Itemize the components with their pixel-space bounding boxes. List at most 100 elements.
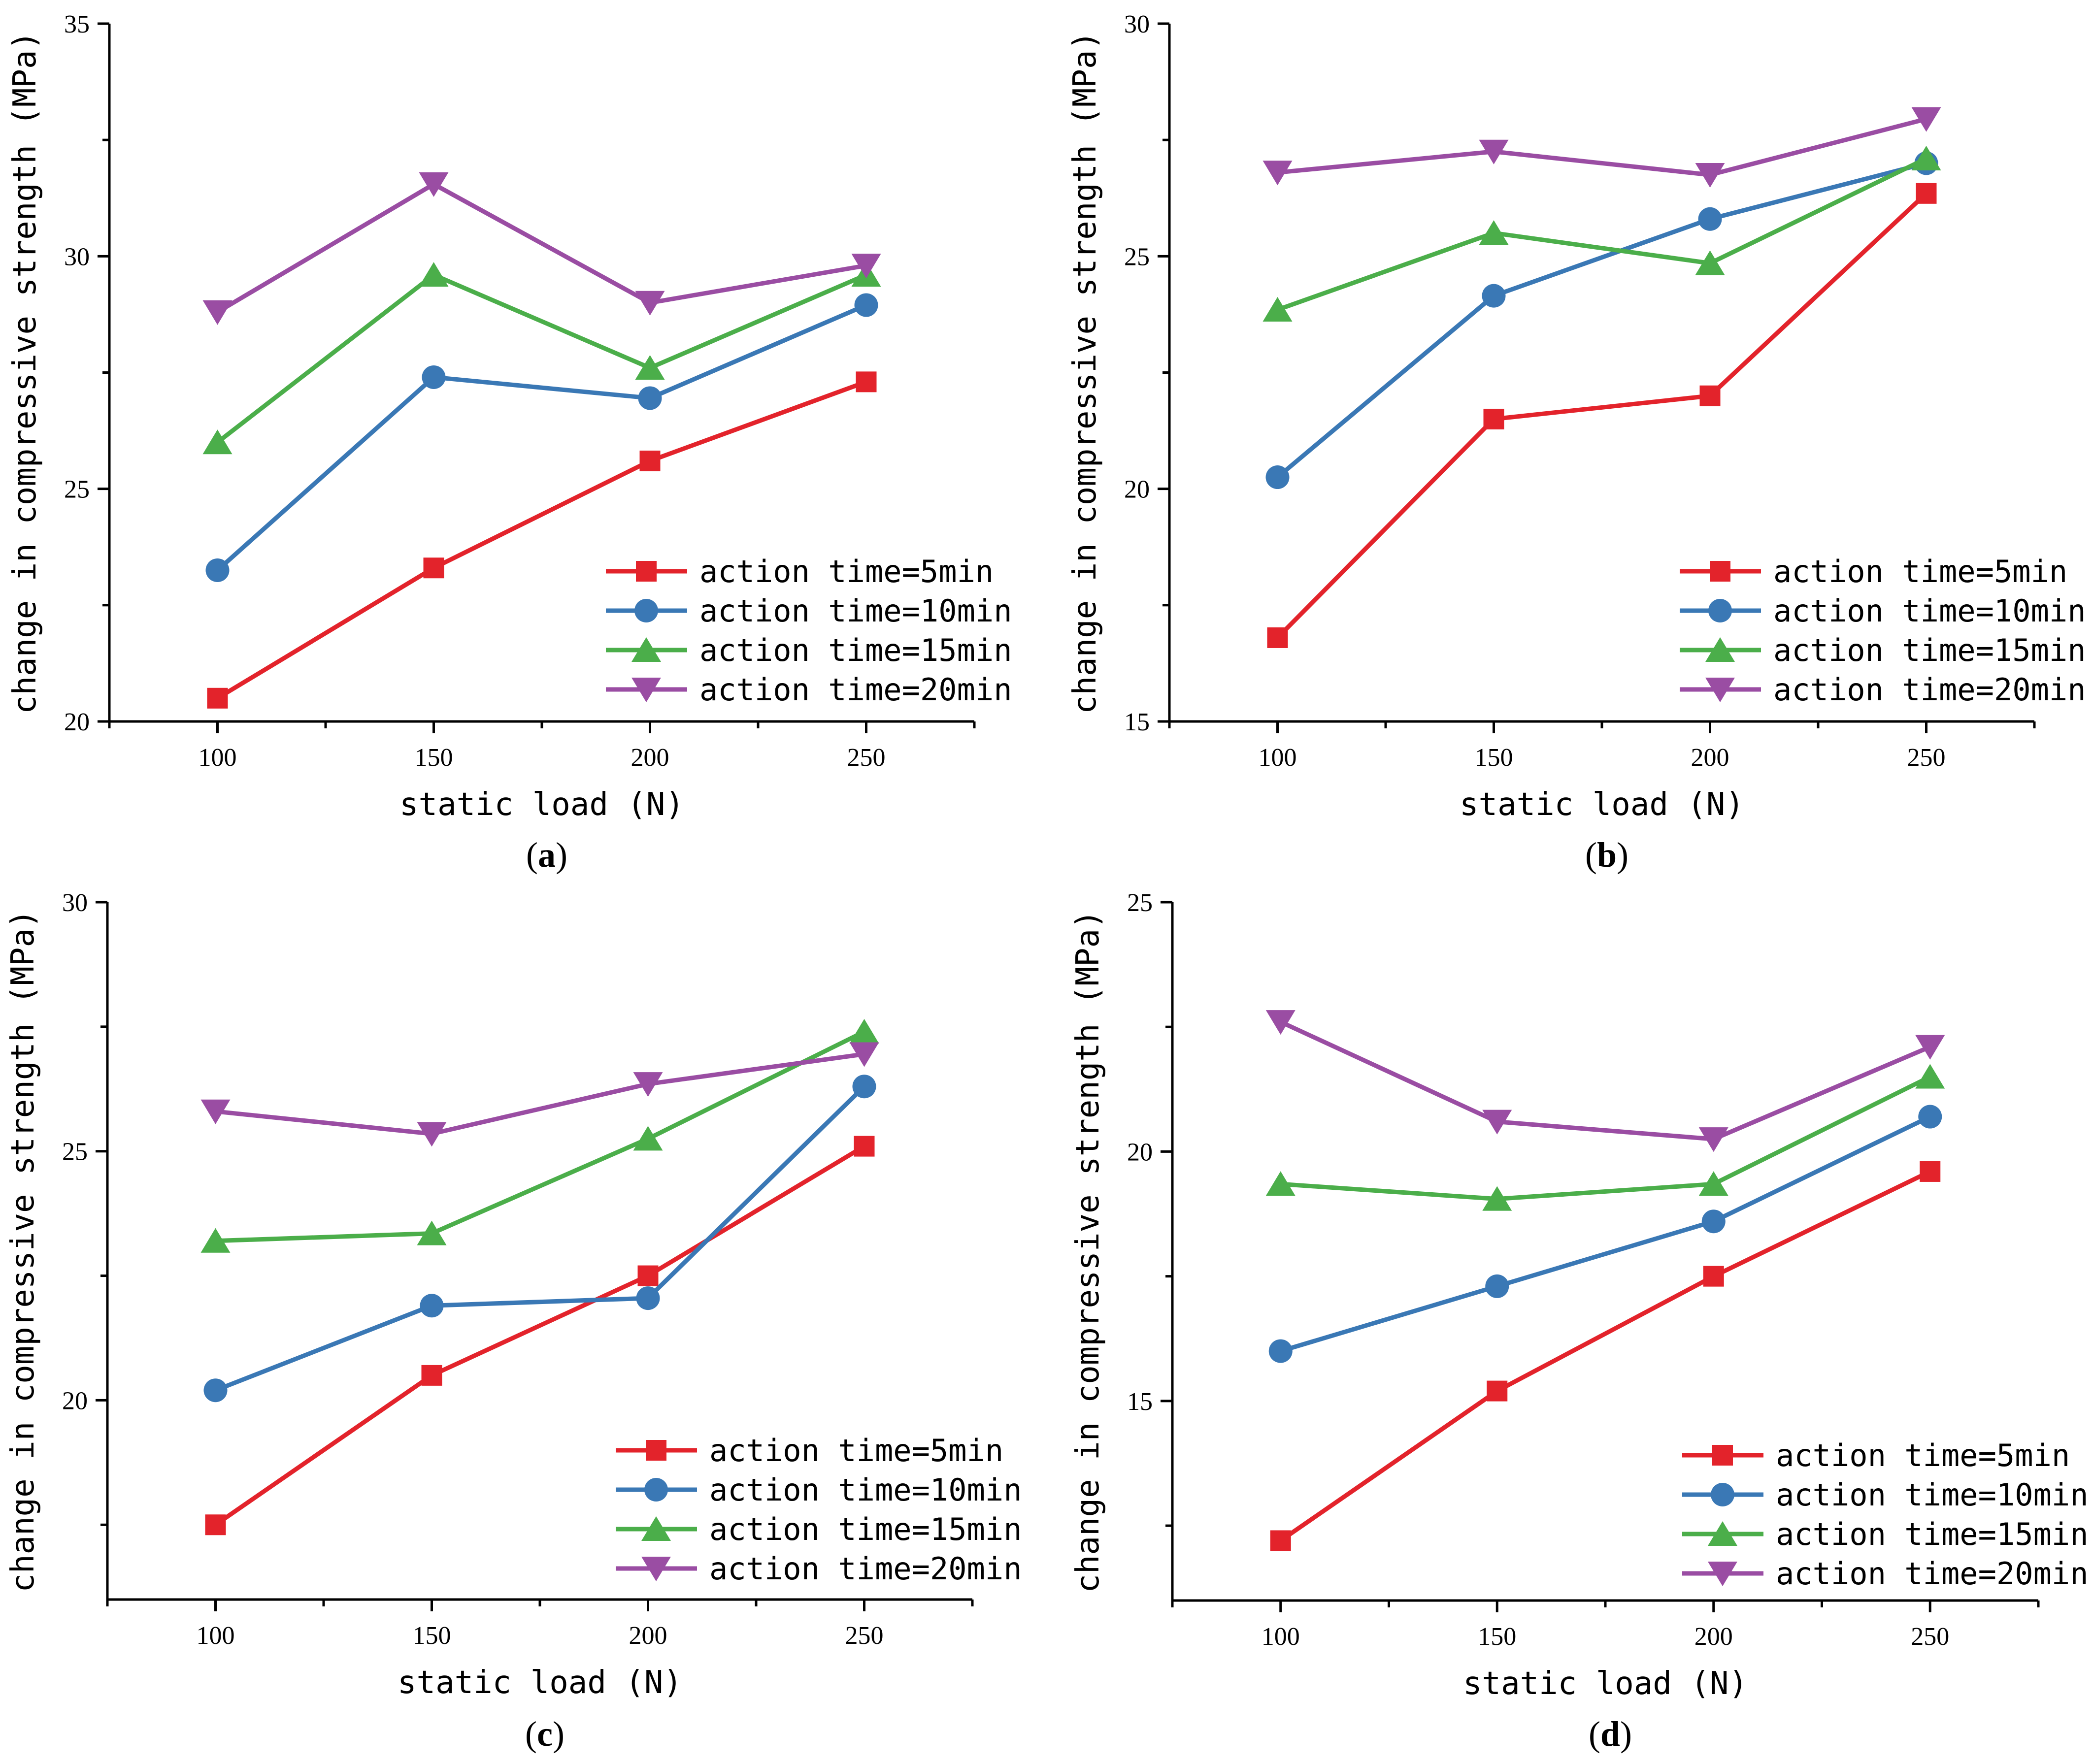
data-point (1482, 284, 1506, 308)
data-point (1703, 1266, 1724, 1287)
data-point (1915, 1064, 1945, 1089)
data-point (200, 1099, 231, 1124)
panel-label: (a) (526, 835, 567, 875)
data-point (1695, 250, 1725, 275)
series-line-3 (1277, 117, 1927, 177)
x-tick-label: 150 (413, 1622, 451, 1650)
data-point (635, 355, 665, 380)
data-point (854, 1136, 875, 1157)
legend-entry: action time=20min (1776, 1556, 2089, 1592)
data-point (1479, 139, 1509, 164)
data-point (205, 558, 230, 582)
series-line-0 (1276, 192, 1928, 640)
x-tick-label: 150 (1478, 1623, 1516, 1651)
legend-entry: action time=5min (699, 554, 994, 589)
series-line-1 (214, 1085, 866, 1393)
data-point (1701, 1209, 1726, 1234)
data-point (423, 557, 444, 579)
series-line-0 (1279, 1169, 1931, 1543)
data-point (1915, 1035, 1945, 1060)
y-tick-label: 20 (62, 1387, 88, 1415)
x-tick-label: 100 (199, 744, 237, 772)
data-point (417, 1220, 447, 1245)
data-point (205, 1514, 226, 1535)
legend-entry: action time=20min (1773, 672, 2086, 708)
data-point (1485, 1274, 1509, 1298)
data-point (422, 365, 446, 389)
data-point (420, 1294, 444, 1318)
legend-entry: action time=10min (699, 593, 1012, 629)
legend-marker (1711, 1483, 1734, 1506)
legend-entry: action time=15min (1773, 632, 2086, 668)
x-tick-label: 250 (847, 744, 886, 772)
data-point (1482, 1186, 1512, 1211)
series-line-3 (215, 1052, 865, 1136)
legend-marker (1705, 678, 1735, 702)
data-point (856, 371, 877, 392)
legend-marker (631, 678, 661, 702)
x-tick-label: 250 (845, 1622, 884, 1650)
panel-label-letter: a (538, 835, 556, 875)
data-point (203, 1378, 228, 1403)
data-point (1479, 220, 1509, 245)
legend-entry: action time=15min (1776, 1516, 2089, 1552)
data-point (635, 291, 665, 316)
data-point (1920, 1161, 1941, 1182)
y-axis-title: change in compressive strength (MPa) (1067, 31, 1103, 714)
y-axis-title: change in compressive strength (MPa) (1070, 910, 1106, 1593)
legend-entry: action time=15min (709, 1511, 1022, 1547)
data-point (1265, 1171, 1296, 1196)
legend-entry: action time=5min (1776, 1437, 2070, 1473)
legend-entry: action time=10min (709, 1472, 1022, 1508)
legend-marker (634, 599, 658, 622)
legend-entry: action time=5min (709, 1433, 1003, 1469)
data-point (419, 172, 449, 197)
y-axis-title: change in compressive strength (MPa) (5, 909, 41, 1592)
data-point (633, 1072, 663, 1097)
legend-marker (641, 1516, 671, 1541)
data-point (202, 300, 233, 325)
data-point (633, 1126, 663, 1151)
series-line-2 (1280, 1075, 1931, 1202)
y-tick-label: 30 (1124, 10, 1150, 38)
panel-label: (b) (1585, 835, 1628, 875)
data-point (1911, 107, 1941, 132)
data-point (1911, 145, 1941, 170)
y-tick-label: 15 (1127, 1388, 1153, 1416)
series-line-2 (1276, 156, 1927, 312)
panel-label-letter: c (537, 1714, 553, 1754)
panel-label: (c) (525, 1714, 565, 1754)
data-point (1268, 1339, 1293, 1363)
y-tick-label: 25 (64, 476, 90, 504)
y-tick-label: 25 (62, 1138, 88, 1166)
data-point (1483, 408, 1504, 429)
data-point (1918, 1105, 1942, 1129)
x-axis-title: static load (N) (1463, 1666, 1748, 1702)
x-tick-label: 150 (415, 744, 453, 772)
data-point (1698, 1171, 1728, 1196)
legend-entry: action time=10min (1776, 1477, 2089, 1513)
legend-marker (1712, 1445, 1733, 1466)
data-point (1698, 1127, 1728, 1152)
y-axis-title: change in compressive strength (MPa) (7, 31, 43, 714)
y-tick-label: 30 (64, 243, 90, 271)
legend-marker (636, 561, 657, 582)
y-tick-label: 20 (64, 708, 90, 736)
y-tick-label: 25 (1127, 889, 1153, 917)
data-point (1262, 296, 1293, 322)
x-tick-label: 100 (1259, 744, 1297, 772)
data-point (636, 1286, 660, 1310)
data-point (854, 293, 878, 317)
x-tick-label: 250 (1907, 744, 1946, 772)
legend-entry: action time=5min (1773, 554, 2067, 589)
data-point (207, 687, 228, 709)
data-point (419, 262, 449, 287)
x-tick-label: 100 (197, 1622, 235, 1650)
x-tick-label: 250 (1911, 1623, 1949, 1651)
data-point (849, 1042, 879, 1067)
legend-marker (646, 1440, 666, 1461)
data-point (1265, 1010, 1296, 1035)
data-point (1699, 385, 1721, 406)
data-point (1698, 207, 1722, 231)
